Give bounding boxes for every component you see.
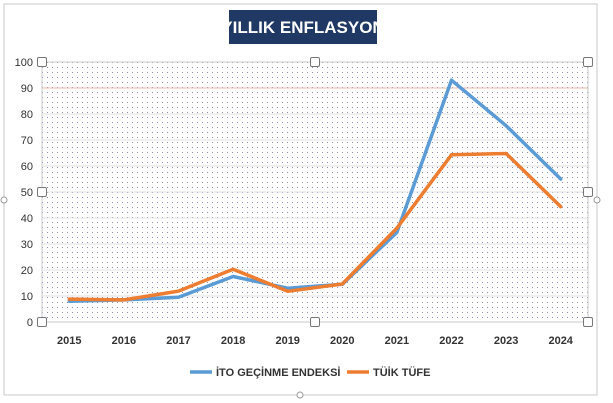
y-tick-label-80: 80 xyxy=(21,109,33,121)
chart-resize-handle-right[interactable] xyxy=(593,196,601,204)
chart-title: YILLIK ENFLASYON xyxy=(221,18,384,37)
x-tick-label-2022: 2022 xyxy=(439,335,463,347)
y-tick-label-70: 70 xyxy=(21,135,33,147)
y-tick-label-90: 90 xyxy=(21,83,33,95)
series-lines xyxy=(67,78,563,303)
x-axis: 2015 2016 2017 2018 2019 2020 2021 2022 2023 2024 xyxy=(57,335,574,347)
y-tick-label-50: 50 xyxy=(21,187,33,199)
y-tick-label-20: 20 xyxy=(21,265,33,277)
gridlines xyxy=(42,87,588,297)
x-tick-label-2020: 2020 xyxy=(330,335,354,347)
y-tick-label-40: 40 xyxy=(21,213,33,225)
x-tick-label-2021: 2021 xyxy=(385,335,409,347)
chart-resize-handle-left[interactable] xyxy=(0,196,8,204)
y-tick-label-10: 10 xyxy=(21,291,33,303)
legend: İTO GEÇİNME ENDEKSİ TÜİK TÜFE xyxy=(190,366,430,379)
x-tick-label-2019: 2019 xyxy=(275,335,299,347)
plot-resize-handle-top-right[interactable] xyxy=(583,57,593,67)
legend-label-ito: İTO GEÇİNME ENDEKSİ xyxy=(216,366,340,379)
x-tick-label-2017: 2017 xyxy=(166,335,190,347)
y-axis: 0 10 20 30 40 50 60 70 80 90 100 xyxy=(15,57,33,329)
x-tick-label-2016: 2016 xyxy=(112,335,136,347)
plot-resize-handle-bottom-left[interactable] xyxy=(37,317,47,327)
x-tick-label-2015: 2015 xyxy=(57,335,81,347)
y-tick-label-100: 100 xyxy=(15,57,33,69)
legend-label-tuik: TÜİK TÜFE xyxy=(373,366,430,379)
plot-resize-handle-top-left[interactable] xyxy=(37,57,47,67)
plot-resize-handle-right[interactable] xyxy=(583,187,593,197)
y-tick-label-30: 30 xyxy=(21,239,33,251)
chart-resize-handle-bottom[interactable] xyxy=(296,391,304,399)
plot-resize-handle-top[interactable] xyxy=(310,57,320,67)
plot-resize-handle-bottom-right[interactable] xyxy=(583,317,593,327)
plot-resize-handle-bottom[interactable] xyxy=(310,317,320,327)
selection-handles[interactable] xyxy=(0,57,601,399)
plot-resize-handle-left[interactable] xyxy=(37,187,47,197)
chart-title-box xyxy=(229,10,377,44)
series-line-1 xyxy=(67,151,563,302)
x-tick-label-2024: 2024 xyxy=(548,335,573,347)
x-tick-label-2018: 2018 xyxy=(221,335,245,347)
x-tick-label-2023: 2023 xyxy=(494,335,518,347)
y-tick-label-60: 60 xyxy=(21,161,33,173)
y-tick-label-0: 0 xyxy=(27,317,33,329)
